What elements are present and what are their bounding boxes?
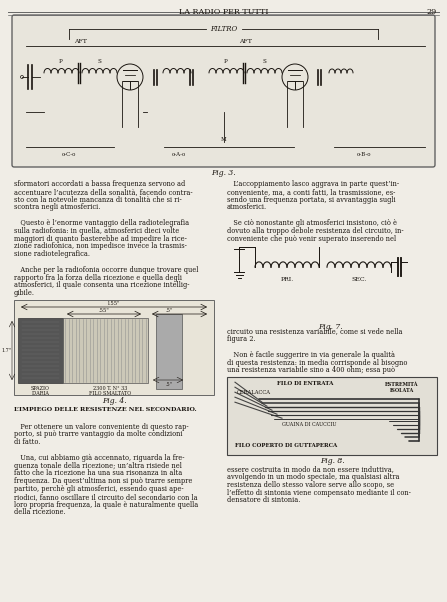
Text: conveniente che può venir superato inserendo nel: conveniente che può venir superato inser… xyxy=(227,235,396,243)
Text: o-A-o: o-A-o xyxy=(172,152,186,157)
Text: 1.7": 1.7" xyxy=(1,348,11,353)
Text: figura 2.: figura 2. xyxy=(227,335,256,343)
Text: Per ottenere un valore conveniente di questo rap-: Per ottenere un valore conveniente di qu… xyxy=(14,423,189,430)
Text: SPAZIO: SPAZIO xyxy=(31,386,50,391)
Text: o-B-o: o-B-o xyxy=(357,152,371,157)
Text: AFT: AFT xyxy=(74,39,87,44)
Text: gibile.: gibile. xyxy=(14,289,35,297)
FancyBboxPatch shape xyxy=(12,15,435,167)
Text: densatore di sintonia.: densatore di sintonia. xyxy=(227,497,300,504)
Text: fatto che la ricezione ha una sua risonanza in alta: fatto che la ricezione ha una sua risona… xyxy=(14,470,182,477)
Text: di questa resistenza: in media corrisponde al bisogno: di questa resistenza: in media corrispon… xyxy=(227,359,407,367)
Text: di fatto.: di fatto. xyxy=(14,438,40,446)
Text: l.55": l.55" xyxy=(108,301,120,306)
Text: .5": .5" xyxy=(165,308,173,313)
Text: resistenza dello stesso valore serve allo scopo, se: resistenza dello stesso valore serve all… xyxy=(227,481,394,489)
Text: sulla radiofonia: in quella, atmosferici dieci volte: sulla radiofonia: in quella, atmosferici… xyxy=(14,227,179,235)
Text: l’effetto di sintonia viene compensato mediante il con-: l’effetto di sintonia viene compensato m… xyxy=(227,489,411,497)
Text: sione radiotelegrafica.: sione radiotelegrafica. xyxy=(14,250,90,258)
Text: sto con la notevole mancanza di tonalità che si ri-: sto con la notevole mancanza di tonalità… xyxy=(14,196,182,203)
Text: quenza tonale della ricezione; un’altra risiede nel: quenza tonale della ricezione; un’altra … xyxy=(14,462,182,470)
Text: AFT: AFT xyxy=(239,39,252,44)
Text: P: P xyxy=(59,59,63,64)
Text: o-C-o: o-C-o xyxy=(62,152,76,157)
Bar xyxy=(14,300,214,395)
Text: M: M xyxy=(221,137,226,142)
Text: sformatori accordati a bassa frequenza servono ad: sformatori accordati a bassa frequenza s… xyxy=(14,180,185,188)
Text: essere costruita in modo da non essere induttiva,: essere costruita in modo da non essere i… xyxy=(227,465,394,473)
Text: Fig. 8.: Fig. 8. xyxy=(320,457,344,465)
Text: circuito una resistenza variabile, come si vede nella: circuito una resistenza variabile, come … xyxy=(227,327,402,335)
Text: SEC.: SEC. xyxy=(351,278,367,282)
Text: FILTRO: FILTRO xyxy=(210,25,237,33)
Text: Fig. 7.: Fig. 7. xyxy=(318,323,342,331)
Bar xyxy=(18,318,63,383)
Text: Non è facile suggerire in via generale la qualità: Non è facile suggerire in via generale l… xyxy=(227,351,395,359)
Text: FILO COPERTO DI GUTTAPERCA: FILO COPERTO DI GUTTAPERCA xyxy=(235,443,337,448)
Text: dovuto alla troppo debole resistenza del circuito, in-: dovuto alla troppo debole resistenza del… xyxy=(227,227,404,235)
Text: Questo è l’enorme vantaggio della radiotelegrafia: Questo è l’enorme vantaggio della radiot… xyxy=(14,219,189,227)
Text: FILO SMALTATO: FILO SMALTATO xyxy=(89,391,131,396)
Text: zione radiofonica, non impedisce invece la trasmis-: zione radiofonica, non impedisce invece … xyxy=(14,243,187,250)
Text: FILO DI ENTRATA: FILO DI ENTRATA xyxy=(277,381,333,386)
Text: ISOLATA: ISOLATA xyxy=(390,388,414,393)
Text: D'ARIA: D'ARIA xyxy=(32,391,50,396)
Text: S: S xyxy=(262,59,266,64)
Text: CERALACCA: CERALACCA xyxy=(237,390,271,395)
Text: L’IMPIEGO DELLE RESISTENZE NEL SECONDARIO.: L’IMPIEGO DELLE RESISTENZE NEL SECONDARI… xyxy=(14,407,197,412)
Text: PRI.: PRI. xyxy=(280,278,294,282)
Text: S: S xyxy=(97,59,101,64)
Text: partito, perchè gli atmosferici, essendo quasi ape-: partito, perchè gli atmosferici, essendo… xyxy=(14,485,184,493)
Text: una resistenza variabile sino a 400 ohm; essa può: una resistenza variabile sino a 400 ohm;… xyxy=(227,367,395,374)
Text: riodici, fanno oscillare il circuito del secondario con la: riodici, fanno oscillare il circuito del… xyxy=(14,493,198,501)
Text: Se ciò nonostante gli atmosferici insistono, ciò è: Se ciò nonostante gli atmosferici insist… xyxy=(227,219,397,227)
Text: 29: 29 xyxy=(427,8,437,16)
Bar xyxy=(63,318,148,383)
Text: rapporto fra la forza della ricezione e quella degli: rapporto fra la forza della ricezione e … xyxy=(14,273,182,282)
Text: della ricezione.: della ricezione. xyxy=(14,509,66,517)
Text: atmosferici.: atmosferici. xyxy=(227,203,267,211)
Text: loro propria frequenza, la quale è naturalmente quella: loro propria frequenza, la quale è natur… xyxy=(14,501,198,509)
Text: sendo una frequenza portata, si avvantaggia sugli: sendo una frequenza portata, si avvantag… xyxy=(227,196,396,203)
Text: .5": .5" xyxy=(165,382,173,387)
Text: frequenza. Da quest’ultima non si può trarre sempre: frequenza. Da quest’ultima non si può tr… xyxy=(14,477,192,485)
Bar xyxy=(227,377,437,455)
Text: porto, si può trarre vantaggio da molte condizioni: porto, si può trarre vantaggio da molte … xyxy=(14,430,182,438)
Text: atmosferici, il quale consenta una ricezione intellig-: atmosferici, il quale consenta una ricez… xyxy=(14,281,190,290)
Text: L’accoppiamento lasco aggrava in parte quest’in-: L’accoppiamento lasco aggrava in parte q… xyxy=(227,180,399,188)
Text: Anche per la radiofonia occorre dunque trovare quel: Anche per la radiofonia occorre dunque t… xyxy=(14,266,198,274)
Text: 2300 T. N° 33: 2300 T. N° 33 xyxy=(93,386,128,391)
Text: .55": .55" xyxy=(99,308,110,313)
Text: Fig. 3.: Fig. 3. xyxy=(211,169,236,177)
Text: scontra negli atmosferici.: scontra negli atmosferici. xyxy=(14,203,101,211)
Text: avvolgendo in un modo speciale, ma qualsiasi altra: avvolgendo in un modo speciale, ma quals… xyxy=(227,473,400,481)
Text: Una, cui abbiamo già accennato, riguarda la fre-: Una, cui abbiamo già accennato, riguarda… xyxy=(14,454,185,462)
Text: Fig. 4.: Fig. 4. xyxy=(101,397,127,405)
Text: maggiori di quanto basterebbe ad impedire la rice-: maggiori di quanto basterebbe ad impedir… xyxy=(14,235,187,243)
Text: P: P xyxy=(224,59,228,64)
Text: GUAINA DI CAUCCIU: GUAINA DI CAUCCIU xyxy=(282,422,337,427)
Bar xyxy=(156,314,182,389)
Text: accentuare l’acutezza della sonalità, facendo contra-: accentuare l’acutezza della sonalità, fa… xyxy=(14,188,193,196)
Text: LA RADIO PER TUTTI: LA RADIO PER TUTTI xyxy=(179,8,268,16)
Text: ESTREMITÀ: ESTREMITÀ xyxy=(385,382,418,387)
Text: conveniente, ma, a conti fatti, la trasmissione, es-: conveniente, ma, a conti fatti, la trasm… xyxy=(227,188,396,196)
